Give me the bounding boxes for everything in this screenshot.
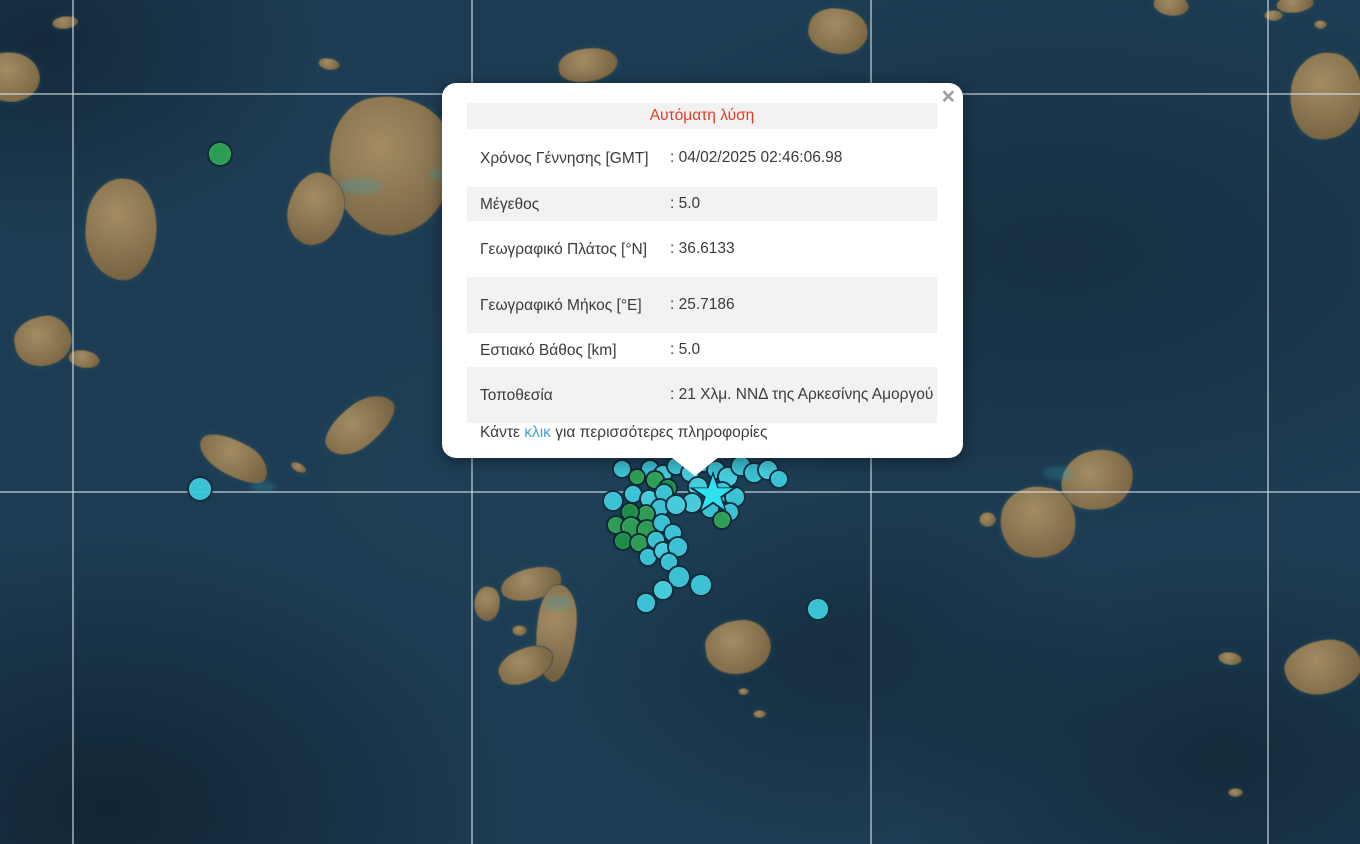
quake-dot[interactable] bbox=[207, 141, 233, 167]
island bbox=[471, 584, 503, 623]
info-value: : 25.7186 bbox=[670, 296, 735, 313]
table-row: Τοποθεσία : 21 Χλμ. ΝΝΔ της Αρκεσίνης Αμ… bbox=[467, 367, 937, 423]
island bbox=[753, 710, 766, 718]
quake-dot[interactable] bbox=[652, 579, 674, 601]
island bbox=[1279, 633, 1360, 701]
quake-dot[interactable] bbox=[712, 510, 732, 530]
quake-dot[interactable] bbox=[769, 469, 789, 489]
island bbox=[1217, 650, 1243, 667]
info-value: : 36.6133 bbox=[670, 240, 735, 257]
mainshock-star-marker[interactable] bbox=[688, 471, 738, 518]
earthquake-info-table: Αυτόματη λύση Χρόνος Γέννησης [GMT] : 04… bbox=[467, 103, 937, 423]
popup-pointer bbox=[671, 457, 719, 476]
info-label: Γεωγραφικό Πλάτος [°N] bbox=[480, 240, 648, 258]
info-value: : 5.0 bbox=[670, 195, 701, 212]
graticule-line bbox=[1267, 0, 1269, 844]
island bbox=[1151, 0, 1191, 19]
island bbox=[0, 52, 40, 102]
info-value: : 5.0 bbox=[670, 341, 701, 358]
island bbox=[79, 174, 163, 284]
island bbox=[288, 459, 309, 476]
island bbox=[1228, 788, 1243, 797]
footer-prefix: Κάντε bbox=[480, 424, 525, 441]
island bbox=[51, 14, 79, 31]
quake-dot[interactable] bbox=[665, 494, 687, 516]
island bbox=[1264, 10, 1283, 21]
quake-dot[interactable] bbox=[635, 592, 657, 614]
shallow-water bbox=[1043, 466, 1073, 480]
more-info-text: Κάντε κλικ για περισσότερες πληροφορίες bbox=[480, 421, 767, 445]
table-row: Χρόνος Γέννησης [GMT] : 04/02/2025 02:46… bbox=[467, 129, 937, 187]
island bbox=[979, 512, 996, 527]
info-label: Μέγεθος bbox=[480, 195, 540, 213]
info-label: Τοποθεσία bbox=[480, 386, 553, 404]
island bbox=[1285, 48, 1360, 144]
info-label: Γεωγραφικό Μήκος [°E] bbox=[480, 296, 642, 314]
island bbox=[556, 44, 620, 86]
info-value: : 04/02/2025 02:46:06.98 bbox=[670, 149, 843, 166]
graticule-line bbox=[72, 0, 74, 844]
quake-dot[interactable] bbox=[689, 573, 713, 597]
shallow-water bbox=[543, 596, 573, 610]
table-row: Εστιακό Βάθος [km] : 5.0 bbox=[467, 333, 937, 367]
shallow-water bbox=[340, 178, 382, 194]
table-row: Γεωγραφικό Μήκος [°E] : 25.7186 bbox=[467, 277, 937, 333]
island bbox=[315, 384, 405, 466]
quake-dot[interactable] bbox=[187, 476, 213, 502]
island bbox=[317, 56, 341, 72]
island bbox=[738, 688, 749, 695]
popup-title: Αυτόματη λύση bbox=[467, 103, 937, 129]
close-icon[interactable]: × bbox=[941, 83, 955, 109]
island bbox=[9, 310, 77, 372]
quake-dot[interactable] bbox=[602, 490, 624, 512]
info-label: Εστιακό Βάθος [km] bbox=[480, 341, 617, 359]
island bbox=[1314, 20, 1327, 29]
island bbox=[803, 2, 873, 60]
table-row: Μέγεθος : 5.0 bbox=[467, 187, 937, 221]
more-info-link[interactable]: κλικ bbox=[524, 424, 551, 441]
info-label: Χρόνος Γέννησης [GMT] bbox=[480, 149, 649, 167]
quake-dot[interactable] bbox=[806, 597, 830, 621]
info-value: : 21 Χλμ. ΝΝΔ της Αρκεσίνης Αμοργού bbox=[670, 386, 934, 403]
footer-suffix: για περισσότερες πληροφορίες bbox=[550, 424, 768, 441]
earthquake-info-popup: × Αυτόματη λύση Χρόνος Γέννησης [GMT] : … bbox=[442, 83, 963, 476]
graticule-line bbox=[0, 491, 1360, 493]
table-row: Γεωγραφικό Πλάτος [°N] : 36.6133 bbox=[467, 221, 937, 277]
shallow-water bbox=[250, 482, 276, 492]
island bbox=[512, 625, 527, 636]
island bbox=[701, 615, 775, 679]
